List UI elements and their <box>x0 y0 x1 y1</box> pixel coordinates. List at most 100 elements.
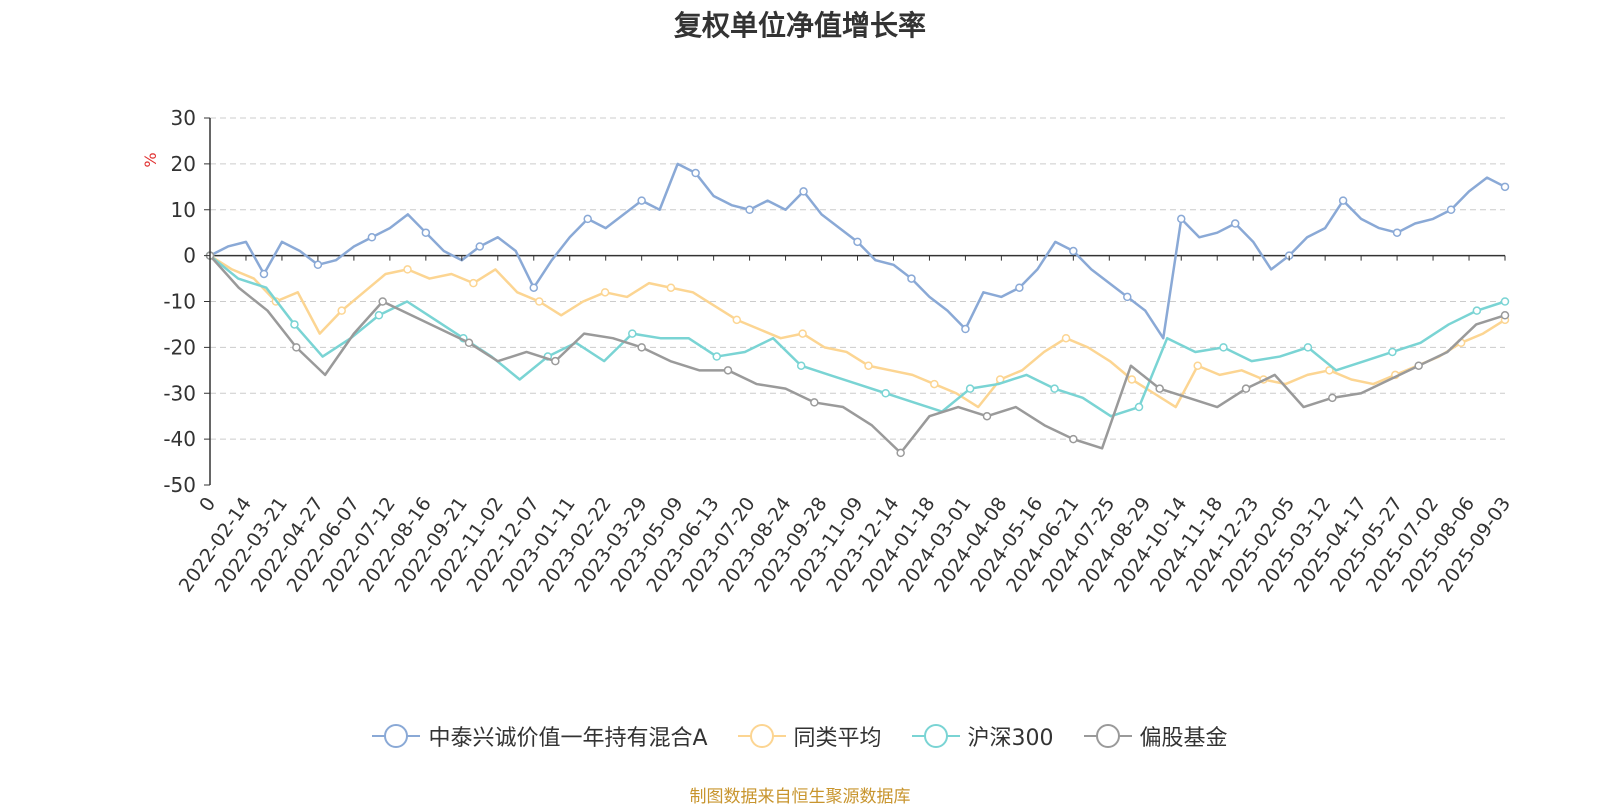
data-point <box>1230 219 1240 228</box>
data-point <box>534 297 544 306</box>
legend-dot <box>384 724 409 748</box>
grid-lines <box>210 117 1505 440</box>
legend: 中泰兴诚价值一年持有混合A 同类平均 沪深300 偏股基金 <box>0 720 1600 752</box>
data-point <box>1134 402 1144 412</box>
data-point <box>464 338 474 348</box>
data-point <box>292 343 301 352</box>
y-tick-label: -30 <box>163 381 196 405</box>
data-point <box>1328 393 1337 403</box>
y-tick-label: -40 <box>163 427 196 451</box>
data-point <box>1177 214 1186 224</box>
x-tick-label: 0 <box>195 493 220 516</box>
chart-title: 复权单位净值增长率 <box>673 9 926 42</box>
data-point <box>745 205 754 214</box>
y-tick-label: 10 <box>171 198 196 222</box>
data-point <box>1219 343 1228 352</box>
data-point <box>259 269 269 279</box>
data-point <box>637 196 646 205</box>
data-point <box>930 379 939 389</box>
data-point <box>1123 292 1132 302</box>
data-point <box>583 214 592 224</box>
legend-marker-icon <box>911 724 960 748</box>
legend-marker-icon <box>372 724 421 748</box>
data-point <box>798 329 807 338</box>
data-point <box>896 448 905 458</box>
data-point <box>475 242 485 251</box>
legend-item[interactable]: 中泰兴诚价值一年持有混合A <box>372 720 708 752</box>
data-point <box>881 389 890 398</box>
data-point <box>1392 228 1402 237</box>
data-point <box>1338 196 1348 205</box>
data-point <box>1127 375 1137 384</box>
data-point <box>403 265 412 274</box>
data-point <box>666 283 676 292</box>
data-point <box>1155 384 1164 393</box>
legend-item[interactable]: 沪深300 <box>911 720 1054 752</box>
data-point <box>367 233 377 242</box>
data-point <box>712 352 721 361</box>
data-point <box>421 228 431 237</box>
data-point <box>796 361 806 370</box>
data-point <box>1050 384 1059 393</box>
data-point <box>313 260 323 270</box>
line-chart: 3020100-10-20-30-40-50%02022-02-142022-0… <box>141 106 1515 596</box>
data-point <box>1325 366 1334 375</box>
data-point <box>1241 384 1251 393</box>
data-point <box>628 329 637 338</box>
legend-marker-icon <box>737 724 786 748</box>
data-point <box>1069 434 1078 444</box>
data-point <box>1500 297 1510 306</box>
legend-item[interactable]: 同类平均 <box>737 720 882 752</box>
data-point <box>864 361 873 370</box>
series-line <box>209 254 1506 418</box>
y-tick-label: 30 <box>171 106 196 130</box>
data-point <box>799 187 808 196</box>
data-point <box>1414 361 1423 370</box>
data-point <box>1500 311 1510 320</box>
data-point <box>982 411 992 421</box>
data-point <box>1069 246 1078 256</box>
data-point <box>1193 361 1202 370</box>
y-tick-label: -10 <box>163 290 196 314</box>
data-point <box>723 366 733 375</box>
data-point <box>469 278 478 288</box>
data-point <box>1500 182 1510 192</box>
data-point <box>290 320 299 329</box>
data-point <box>965 384 975 393</box>
data-point <box>1015 283 1024 292</box>
legend-label: 中泰兴诚价值一年持有混合A <box>428 726 708 751</box>
legend-label: 沪深300 <box>967 726 1054 751</box>
y-tick-label: -50 <box>163 473 196 497</box>
legend-dot <box>923 724 948 748</box>
series-lines <box>205 162 1510 458</box>
y-tick-label: -20 <box>163 335 196 359</box>
legend-dot <box>1095 724 1120 748</box>
data-point <box>529 283 538 292</box>
legend-marker-icon <box>1083 724 1132 748</box>
data-point <box>551 356 560 366</box>
data-point <box>600 288 610 297</box>
data-point <box>374 311 384 320</box>
data-point <box>1472 306 1482 315</box>
y-tick-label: 0 <box>183 244 196 268</box>
series-line <box>209 254 1506 409</box>
data-point <box>961 324 970 334</box>
legend-item[interactable]: 偏股基金 <box>1083 720 1228 752</box>
legend-dot <box>749 724 774 748</box>
source-note: 制图数据来自恒生聚源数据库 <box>689 787 911 807</box>
data-point <box>691 168 700 178</box>
legend-label: 偏股基金 <box>1139 726 1228 751</box>
data-point <box>637 343 646 352</box>
data-point <box>1388 347 1397 357</box>
data-point <box>732 315 742 325</box>
data-point <box>907 274 916 283</box>
data-point <box>378 297 387 306</box>
y-axis-label: % <box>141 152 160 167</box>
data-point <box>853 237 862 247</box>
data-point <box>1061 333 1071 343</box>
y-tick-label: 20 <box>171 152 196 176</box>
data-point <box>1446 205 1456 214</box>
data-point <box>1303 343 1313 352</box>
legend-label: 同类平均 <box>793 726 882 751</box>
data-point <box>810 398 819 407</box>
